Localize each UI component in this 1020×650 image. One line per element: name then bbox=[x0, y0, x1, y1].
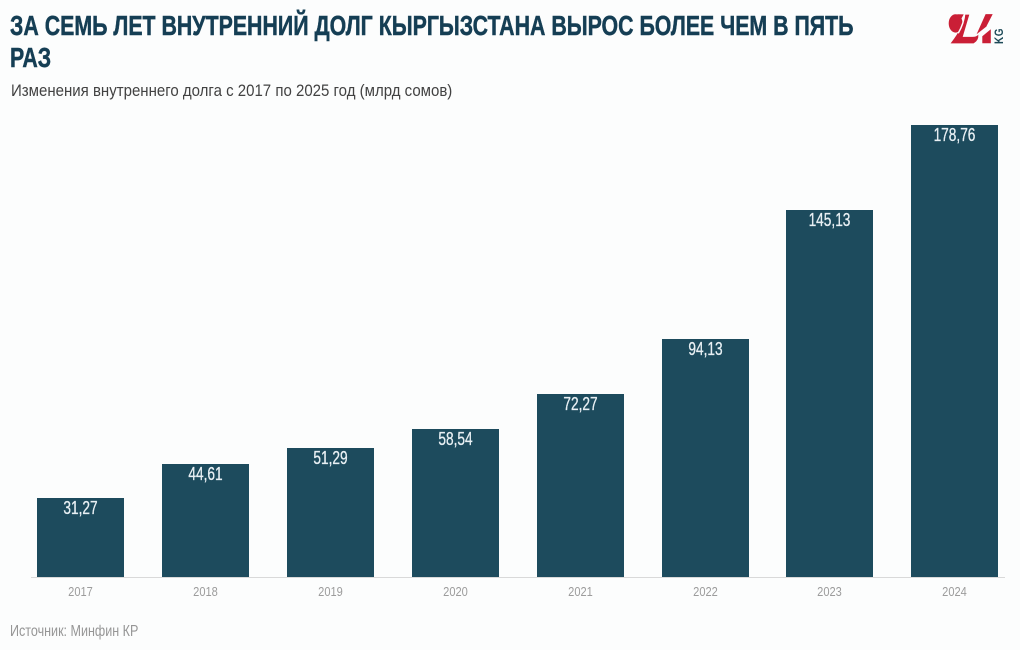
svg-text:KG: KG bbox=[993, 28, 1006, 44]
